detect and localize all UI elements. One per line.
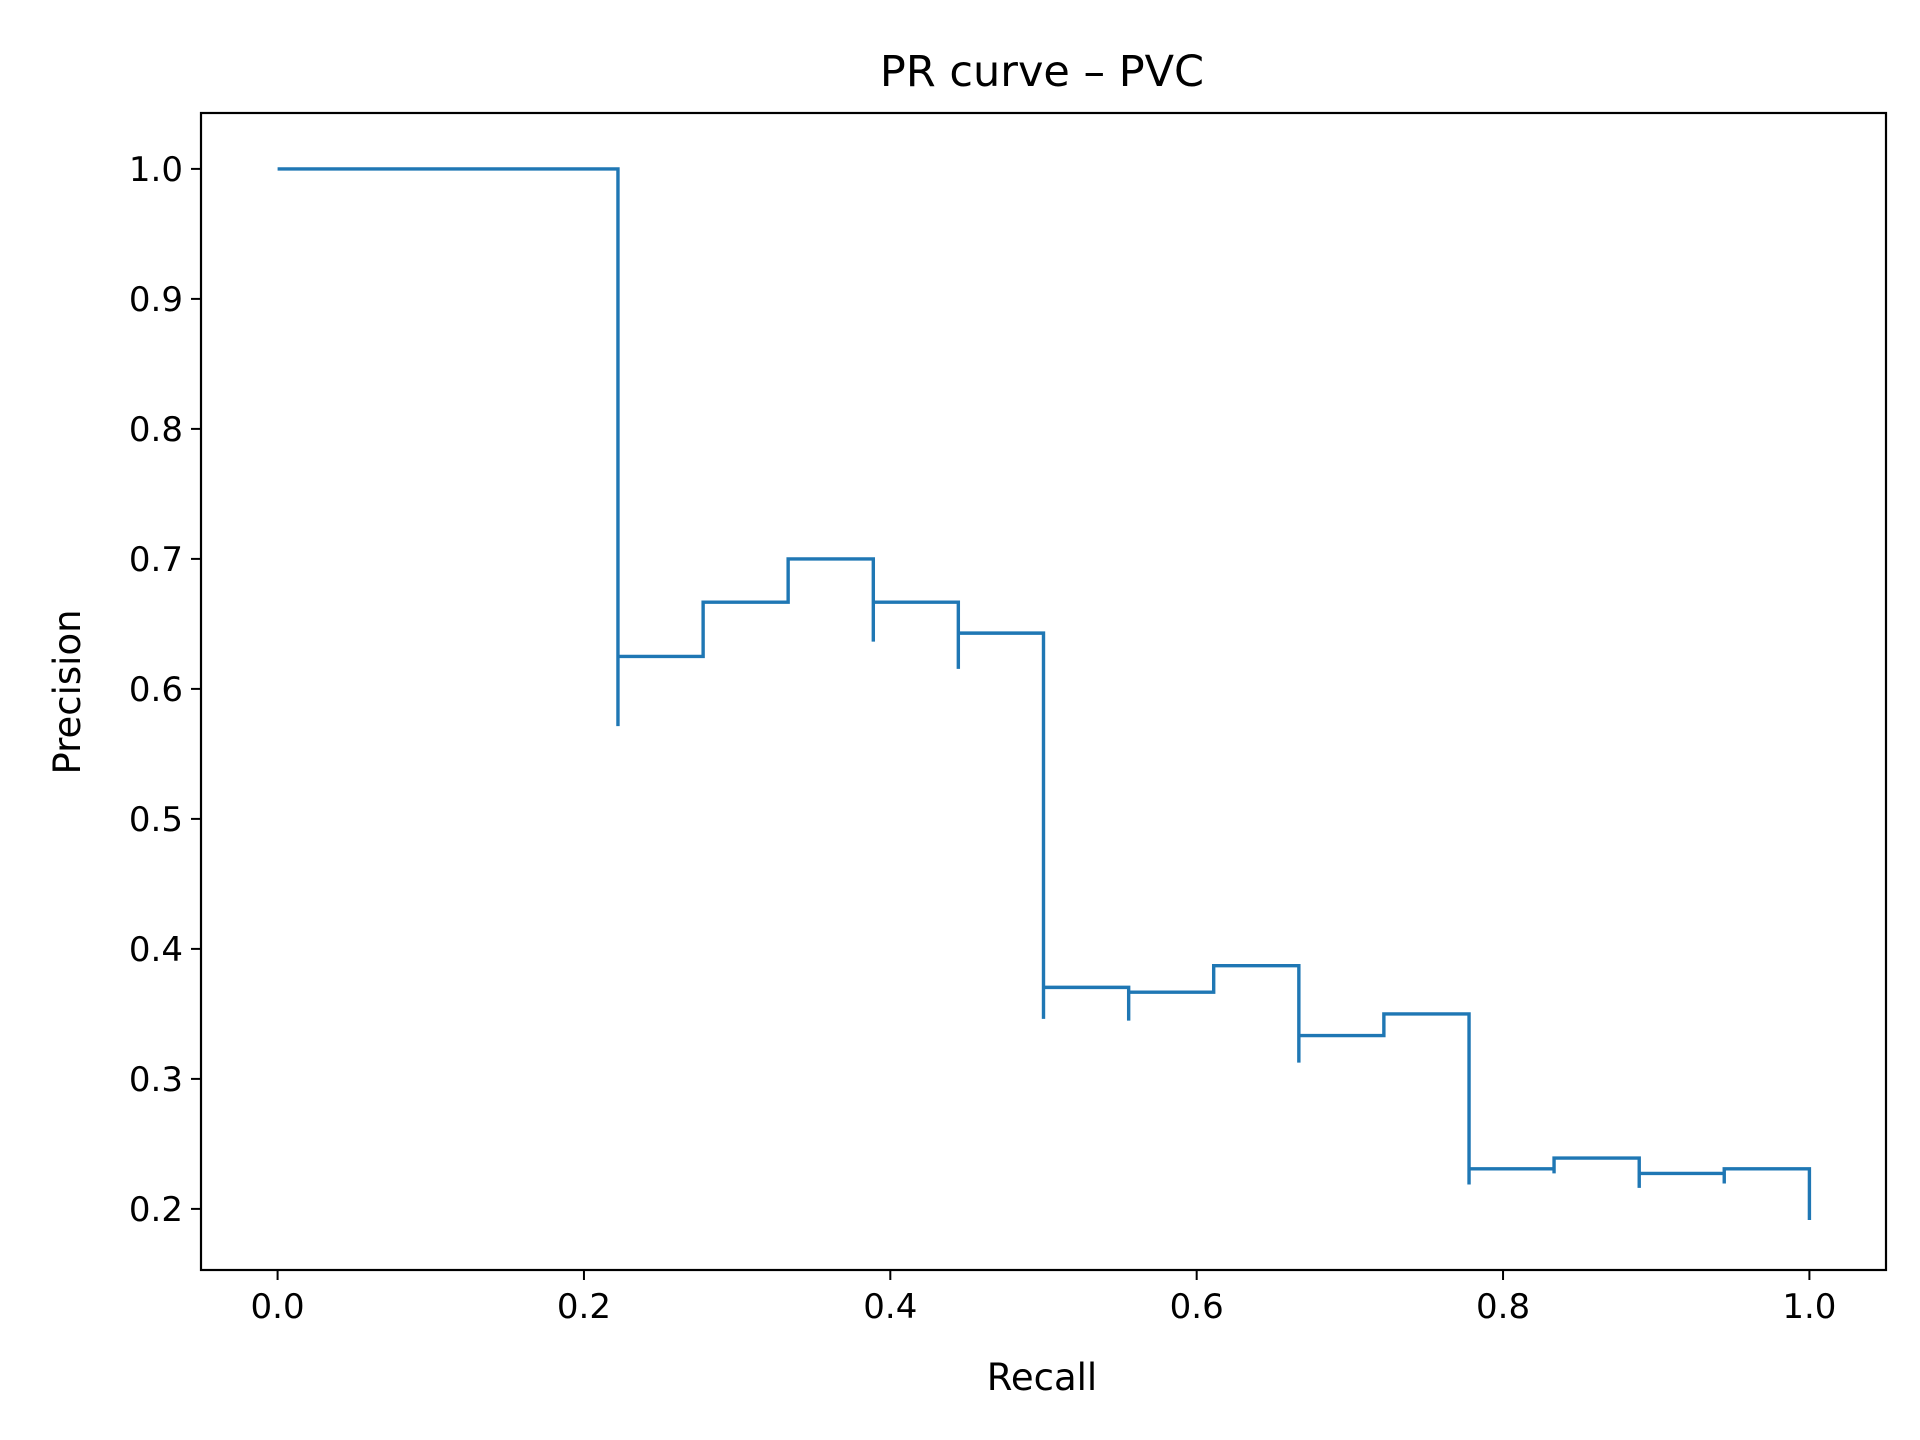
y-tick-label: 0.7	[129, 540, 183, 580]
y-axis-label: Precision	[46, 609, 89, 774]
y-tick-label: 0.4	[129, 930, 183, 970]
y-tick-label: 1.0	[129, 150, 183, 190]
series-line-0	[277, 167, 1812, 1220]
y-tick-label: 0.9	[129, 280, 183, 320]
y-tick-label: 0.2	[129, 1190, 183, 1230]
chart-title: PR curve – PVC	[880, 47, 1204, 97]
x-tick-label: 0.2	[557, 1287, 611, 1327]
x-tick-label: 0.4	[863, 1287, 917, 1327]
x-tick-label: 0.8	[1476, 1287, 1530, 1327]
y-tick-label: 0.6	[129, 670, 183, 710]
x-tick-label: 0.0	[251, 1287, 305, 1327]
y-axis: 0.2 0.3 0.4 0.5 0.6 0.7 0.8 0.9 1.0	[129, 150, 201, 1230]
x-tick-label: 0.6	[1170, 1287, 1224, 1327]
plot-area	[277, 167, 1812, 1220]
plot-frame	[199, 111, 1888, 1272]
x-axis-label: Recall	[987, 1356, 1097, 1399]
x-axis: 0.0 0.2 0.4 0.6 0.8 1.0	[251, 1270, 1836, 1327]
y-tick-label: 0.3	[129, 1060, 183, 1100]
y-tick-label: 0.5	[129, 800, 183, 840]
y-tick-label: 0.8	[129, 410, 183, 450]
x-tick-label: 1.0	[1782, 1287, 1836, 1327]
